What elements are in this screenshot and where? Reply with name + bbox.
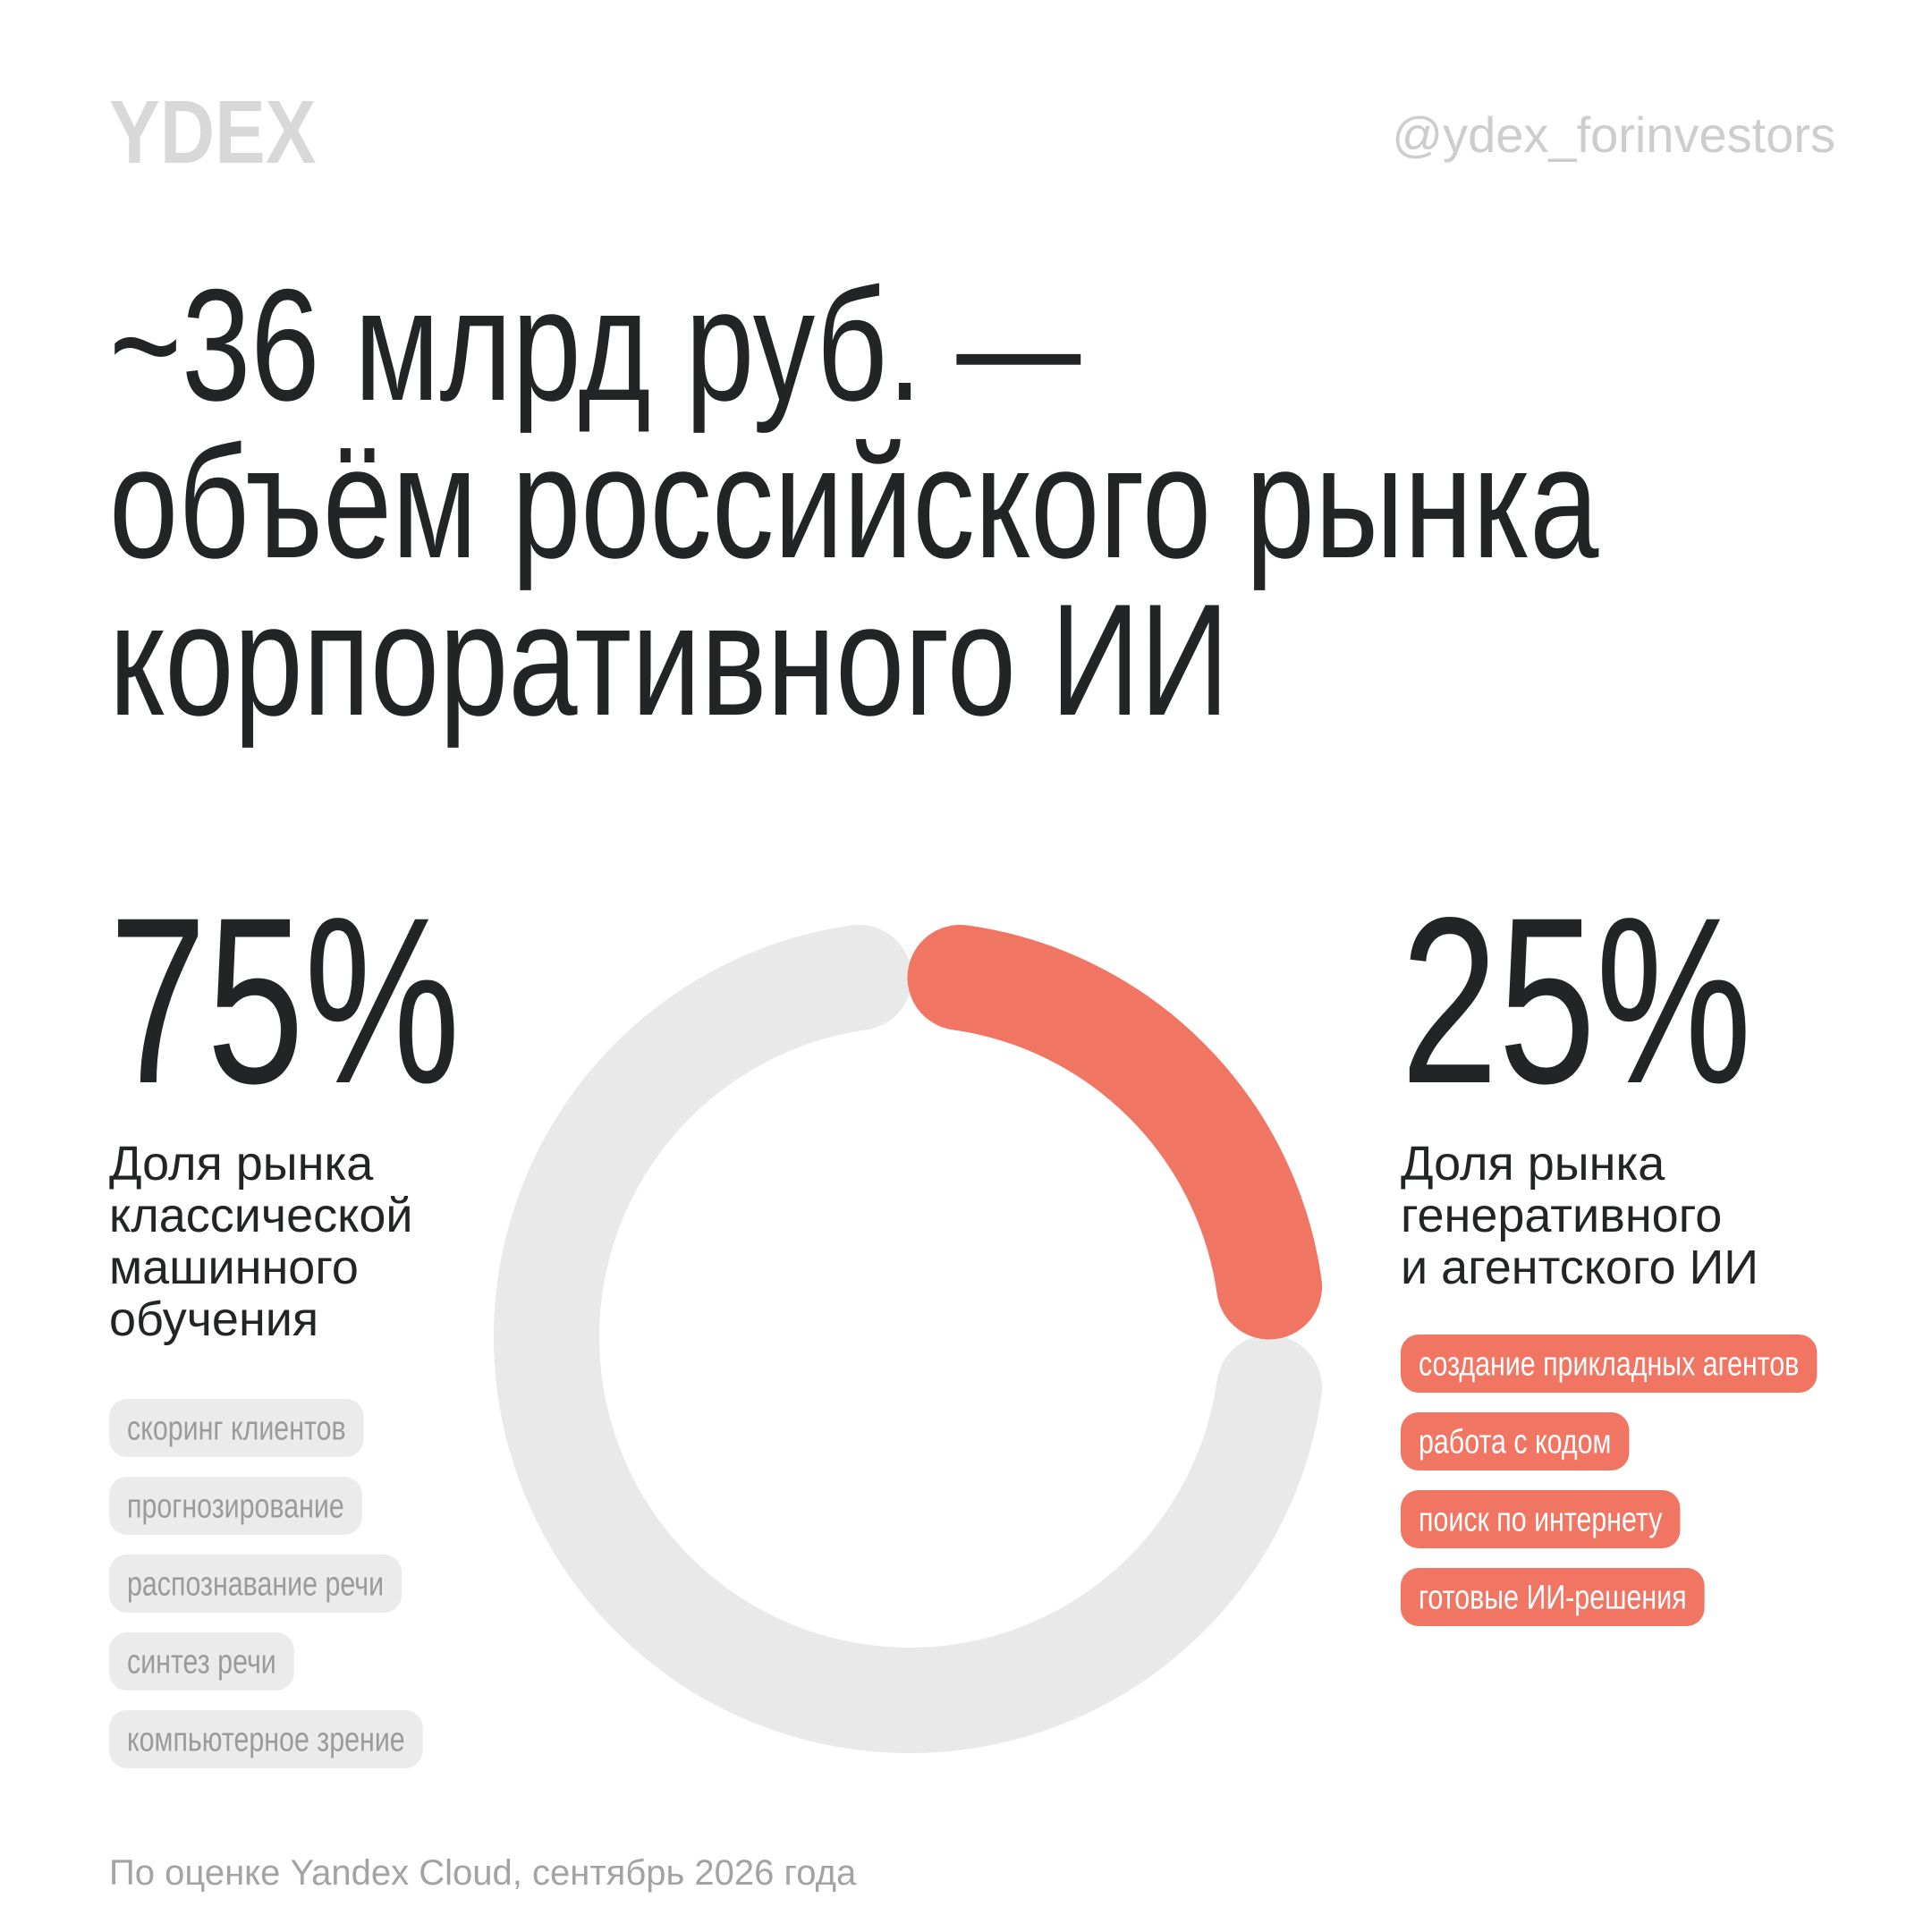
tag-pill: [109, 1710, 423, 1768]
tag-pill: [1401, 1412, 1630, 1470]
tag-pill: [1401, 1335, 1818, 1393]
segment-label: классической: [109, 1189, 413, 1242]
tag-text: создание прикладных агентов: [1419, 1345, 1799, 1383]
logo: YDEX: [109, 81, 317, 182]
donut-segment: [907, 924, 1323, 1340]
segment-label: Доля рынка: [1401, 1137, 1665, 1191]
title-line: корпоративного ИИ: [109, 571, 1229, 748]
tag-text: прогнозирование: [127, 1487, 344, 1525]
tag-pill: [1401, 1490, 1681, 1548]
segment-label: и агентского ИИ: [1401, 1241, 1758, 1294]
title-line: ~36 млрд руб. —: [109, 256, 1081, 433]
segment-label: Доля рынка: [109, 1137, 374, 1191]
segment-label: генеративного: [1401, 1189, 1722, 1242]
tag-text: компьютерное зрение: [127, 1721, 405, 1758]
tag-pill: [1401, 1568, 1705, 1626]
donut-segment: [494, 924, 1323, 1753]
title-line: объём российского рынка: [109, 413, 1599, 590]
tag-pill: [109, 1477, 362, 1535]
segment-label: машинного: [109, 1241, 359, 1294]
tag-text: скоринг клиентов: [127, 1410, 346, 1447]
segment-label: обучения: [109, 1292, 318, 1346]
tag-text: поиск по интернету: [1419, 1501, 1663, 1538]
source-note: По оценке Yandex Cloud, сентябрь 2026 го…: [109, 1853, 857, 1893]
tag-pill: [109, 1632, 294, 1690]
tag-text: синтез речи: [127, 1643, 276, 1681]
handle: @ydex_forinvestors: [1392, 106, 1835, 163]
value-label: 25%: [1401, 869, 1751, 1133]
tag-text: распознавание речи: [127, 1565, 384, 1603]
tag-text: работа с кодом: [1419, 1423, 1611, 1461]
tag-pill: [109, 1555, 402, 1613]
tag-pill: [109, 1399, 364, 1457]
value-label: 75%: [109, 869, 460, 1133]
tag-text: готовые ИИ-решения: [1419, 1579, 1687, 1616]
